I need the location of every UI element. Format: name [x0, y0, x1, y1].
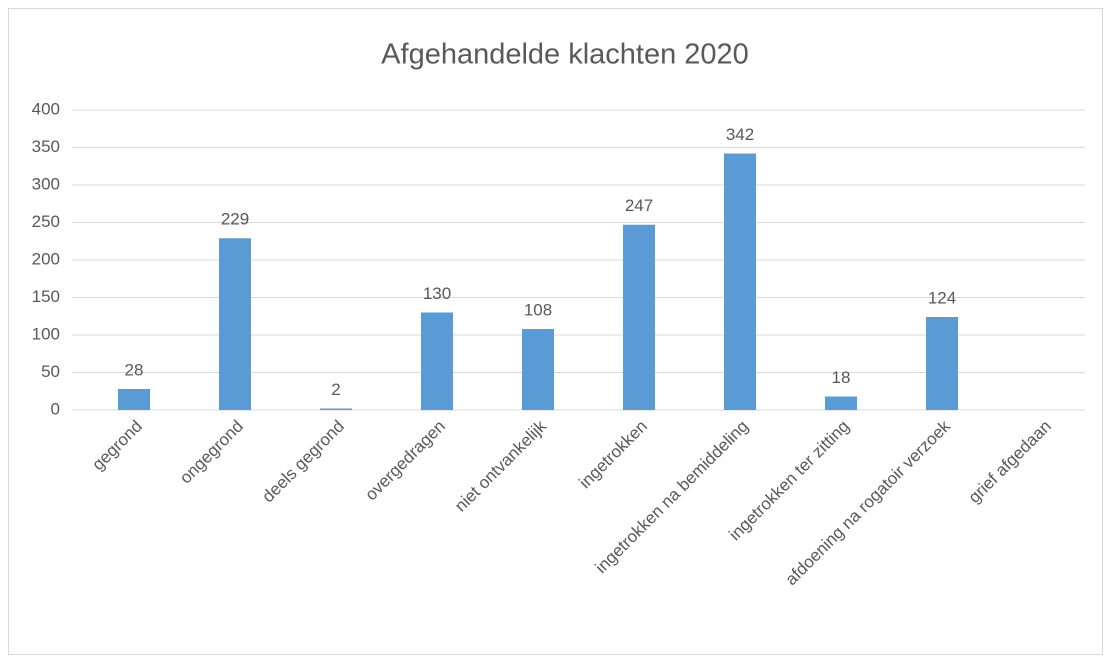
data-label: 130: [423, 284, 451, 303]
bar: [724, 153, 756, 410]
y-tick-label: 250: [32, 212, 60, 231]
bar: [825, 396, 857, 410]
y-tick-label: 100: [32, 324, 60, 343]
data-label: 247: [625, 196, 653, 215]
chart-title: Afgehandelde klachten 2020: [381, 39, 749, 71]
bar: [118, 389, 150, 410]
data-label: 2: [331, 380, 340, 399]
y-tick-label: 50: [41, 362, 60, 381]
data-label: 229: [221, 210, 249, 229]
data-label: 108: [524, 300, 552, 319]
bar: [320, 408, 352, 410]
data-label: 342: [726, 125, 754, 144]
bar: [623, 224, 655, 410]
y-tick-label: 0: [51, 399, 60, 418]
data-label: 124: [928, 288, 956, 307]
y-tick-label: 150: [32, 287, 60, 306]
y-tick-label: 400: [32, 99, 60, 118]
y-tick-label: 300: [32, 174, 60, 193]
bar: [219, 238, 251, 410]
bar: [522, 329, 554, 410]
data-label: 18: [832, 368, 851, 387]
chart-border: [8, 8, 1103, 655]
bar: [421, 312, 453, 410]
y-tick-label: 200: [32, 249, 60, 268]
data-label: 28: [125, 360, 144, 379]
bar: [926, 317, 958, 410]
y-tick-label: 350: [32, 137, 60, 156]
